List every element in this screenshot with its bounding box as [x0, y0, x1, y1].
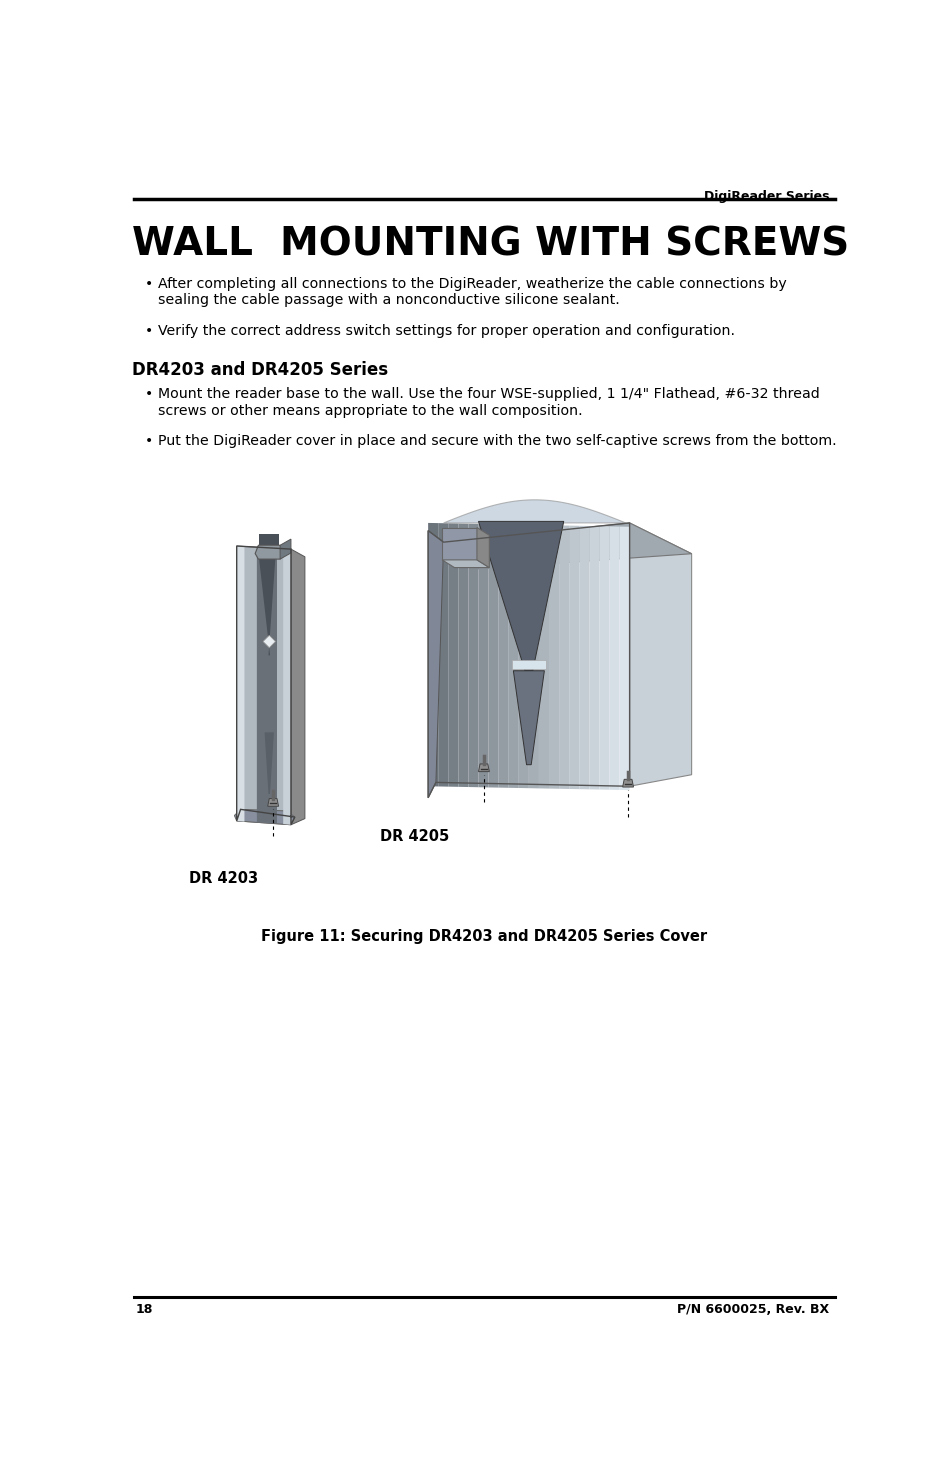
Polygon shape: [428, 531, 443, 798]
Polygon shape: [579, 526, 589, 789]
Text: Mount the reader base to the wall. Use the four WSE-supplied, 1 1/4" Flathead, #: Mount the reader base to the wall. Use t…: [159, 387, 819, 402]
Polygon shape: [538, 525, 548, 789]
Text: DR 4205: DR 4205: [379, 829, 448, 844]
Polygon shape: [283, 549, 291, 825]
Polygon shape: [508, 525, 518, 787]
Text: •: •: [145, 435, 153, 448]
Polygon shape: [443, 500, 625, 523]
Polygon shape: [468, 523, 478, 787]
Text: •: •: [145, 276, 153, 291]
Text: DR 4203: DR 4203: [189, 871, 259, 885]
Polygon shape: [257, 547, 277, 823]
Polygon shape: [442, 528, 477, 561]
Polygon shape: [478, 522, 564, 670]
Polygon shape: [260, 534, 278, 546]
Polygon shape: [529, 525, 538, 789]
Text: P/N 6600025, Rev. BX: P/N 6600025, Rev. BX: [677, 1304, 829, 1315]
Polygon shape: [498, 525, 508, 787]
Polygon shape: [488, 523, 498, 787]
Polygon shape: [236, 546, 244, 822]
Polygon shape: [458, 523, 468, 787]
Polygon shape: [477, 528, 489, 568]
Polygon shape: [609, 526, 619, 790]
Polygon shape: [442, 561, 489, 568]
Text: DigiReader Series: DigiReader Series: [703, 190, 829, 203]
Polygon shape: [568, 525, 579, 789]
Polygon shape: [255, 546, 283, 559]
Polygon shape: [622, 780, 632, 787]
Polygon shape: [279, 540, 291, 559]
Polygon shape: [478, 523, 488, 787]
Text: After completing all connections to the DigiReader, weatherize the cable connect: After completing all connections to the …: [159, 276, 786, 291]
Text: Figure 11: Securing DR4203 and DR4205 Series Cover: Figure 11: Securing DR4203 and DR4205 Se…: [261, 928, 706, 943]
Polygon shape: [267, 798, 278, 807]
Text: DR4203 and DR4205 Series: DR4203 and DR4205 Series: [132, 362, 388, 380]
Polygon shape: [234, 810, 295, 825]
Text: 18: 18: [135, 1304, 152, 1315]
Text: screws or other means appropriate to the wall composition.: screws or other means appropriate to the…: [159, 405, 582, 418]
Polygon shape: [478, 764, 489, 771]
Text: sealing the cable passage with a nonconductive silicone sealant.: sealing the cable passage with a noncond…: [159, 294, 619, 307]
Polygon shape: [236, 546, 291, 825]
Polygon shape: [559, 525, 568, 789]
Polygon shape: [258, 546, 276, 655]
Polygon shape: [262, 635, 275, 648]
Polygon shape: [512, 660, 546, 669]
Polygon shape: [447, 523, 458, 787]
Polygon shape: [518, 525, 529, 787]
Polygon shape: [589, 526, 598, 789]
Polygon shape: [264, 733, 274, 793]
Text: Verify the correct address switch settings for proper operation and configuratio: Verify the correct address switch settin…: [159, 325, 734, 338]
Polygon shape: [629, 523, 691, 786]
Text: •: •: [145, 387, 153, 402]
Polygon shape: [619, 526, 629, 790]
Polygon shape: [438, 523, 447, 786]
Polygon shape: [428, 523, 438, 786]
Polygon shape: [548, 525, 559, 789]
Polygon shape: [291, 549, 305, 825]
Polygon shape: [443, 523, 691, 569]
Polygon shape: [513, 670, 544, 765]
Text: Put the DigiReader cover in place and secure with the two self-captive screws fr: Put the DigiReader cover in place and se…: [159, 435, 836, 448]
Text: WALL  MOUNTING WITH SCREWS: WALL MOUNTING WITH SCREWS: [132, 225, 849, 264]
Text: •: •: [145, 325, 153, 338]
Polygon shape: [598, 526, 609, 790]
